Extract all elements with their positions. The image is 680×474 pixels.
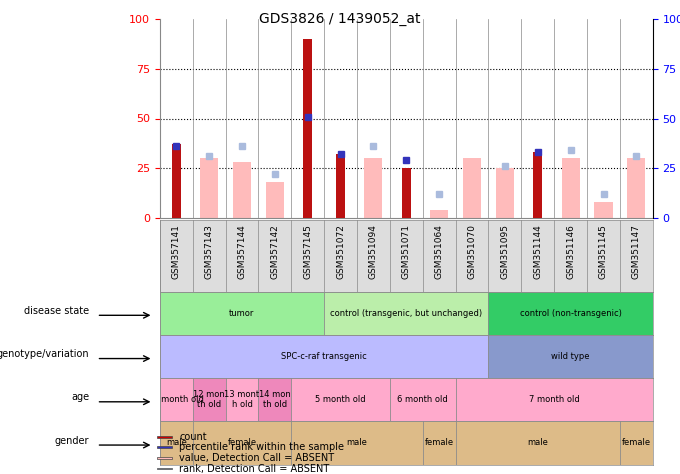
- Text: percentile rank within the sample: percentile rank within the sample: [179, 442, 344, 452]
- Text: control (non-transgenic): control (non-transgenic): [520, 309, 622, 318]
- Bar: [456, 378, 653, 421]
- Text: value, Detection Call = ABSENT: value, Detection Call = ABSENT: [179, 453, 335, 463]
- Bar: [156, 436, 171, 438]
- Text: SPC-c-raf transgenic: SPC-c-raf transgenic: [282, 352, 367, 361]
- Bar: [258, 378, 291, 421]
- Text: GSM351094: GSM351094: [369, 224, 378, 279]
- Text: GSM357141: GSM357141: [172, 224, 181, 279]
- Bar: [192, 378, 226, 421]
- Text: GSM357145: GSM357145: [303, 224, 312, 279]
- Bar: [156, 447, 171, 448]
- Bar: [364, 158, 382, 218]
- Text: GDS3826 / 1439052_at: GDS3826 / 1439052_at: [259, 12, 421, 26]
- Text: wild type: wild type: [551, 352, 590, 361]
- Text: count: count: [179, 432, 207, 442]
- Bar: [156, 468, 171, 469]
- Text: male: male: [527, 438, 548, 447]
- Bar: [226, 378, 258, 421]
- Text: 6 month old: 6 month old: [397, 395, 448, 404]
- Text: 12 mon
th old: 12 mon th old: [193, 390, 225, 410]
- Text: tumor: tumor: [229, 309, 254, 318]
- Text: GSM351147: GSM351147: [632, 224, 641, 279]
- Text: GSM357142: GSM357142: [271, 224, 279, 279]
- Bar: [160, 378, 192, 421]
- Text: age: age: [71, 392, 89, 402]
- Bar: [496, 168, 514, 218]
- Text: rank, Detection Call = ABSENT: rank, Detection Call = ABSENT: [179, 464, 329, 474]
- Bar: [160, 292, 324, 335]
- Text: genotype/variation: genotype/variation: [0, 349, 89, 359]
- Text: GSM351144: GSM351144: [533, 224, 542, 279]
- Bar: [160, 421, 192, 465]
- Text: disease state: disease state: [24, 306, 89, 316]
- Bar: [456, 421, 620, 465]
- Bar: [488, 292, 653, 335]
- Bar: [402, 168, 411, 218]
- Bar: [430, 210, 448, 218]
- Bar: [533, 152, 543, 218]
- Text: male: male: [166, 438, 187, 447]
- Bar: [423, 421, 456, 465]
- Text: 7 month old: 7 month old: [529, 395, 579, 404]
- Bar: [291, 378, 390, 421]
- Text: gender: gender: [54, 436, 89, 446]
- Bar: [336, 155, 345, 218]
- Text: GSM351072: GSM351072: [336, 224, 345, 279]
- Bar: [620, 421, 653, 465]
- Bar: [200, 158, 218, 218]
- Bar: [488, 335, 653, 378]
- Bar: [160, 335, 488, 378]
- Bar: [291, 421, 423, 465]
- Bar: [156, 457, 171, 459]
- Text: GSM351070: GSM351070: [468, 224, 477, 279]
- Bar: [628, 158, 645, 218]
- Text: male: male: [347, 438, 367, 447]
- Bar: [266, 182, 284, 218]
- Text: female: female: [424, 438, 454, 447]
- Bar: [171, 145, 181, 218]
- Text: female: female: [622, 438, 651, 447]
- Bar: [324, 292, 488, 335]
- Text: control (transgenic, but unchanged): control (transgenic, but unchanged): [330, 309, 482, 318]
- Text: GSM351064: GSM351064: [435, 224, 443, 279]
- Bar: [390, 378, 456, 421]
- Text: 13 mont
h old: 13 mont h old: [224, 390, 260, 410]
- Bar: [562, 158, 579, 218]
- Text: GSM357143: GSM357143: [205, 224, 214, 279]
- Text: GSM351146: GSM351146: [566, 224, 575, 279]
- Bar: [303, 39, 312, 218]
- Bar: [594, 202, 613, 218]
- Bar: [463, 158, 481, 218]
- Text: GSM351145: GSM351145: [599, 224, 608, 279]
- Text: GSM351071: GSM351071: [402, 224, 411, 279]
- Text: 14 mon
th old: 14 mon th old: [259, 390, 291, 410]
- Text: female: female: [227, 438, 256, 447]
- Text: GSM357144: GSM357144: [237, 224, 246, 279]
- Text: 10 month old: 10 month old: [148, 395, 204, 404]
- Text: GSM351095: GSM351095: [500, 224, 509, 279]
- Text: 5 month old: 5 month old: [316, 395, 366, 404]
- Bar: [192, 421, 291, 465]
- Bar: [233, 162, 251, 218]
